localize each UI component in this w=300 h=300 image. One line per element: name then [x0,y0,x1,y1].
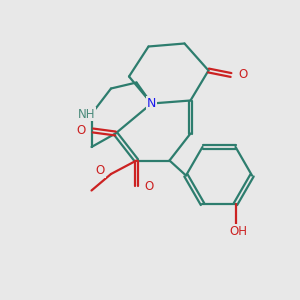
Text: O: O [144,179,153,193]
Text: N: N [147,97,156,110]
Text: O: O [238,68,248,82]
Text: OH: OH [230,225,247,238]
Text: O: O [96,164,105,178]
Text: NH: NH [78,107,96,121]
Text: O: O [76,124,86,137]
